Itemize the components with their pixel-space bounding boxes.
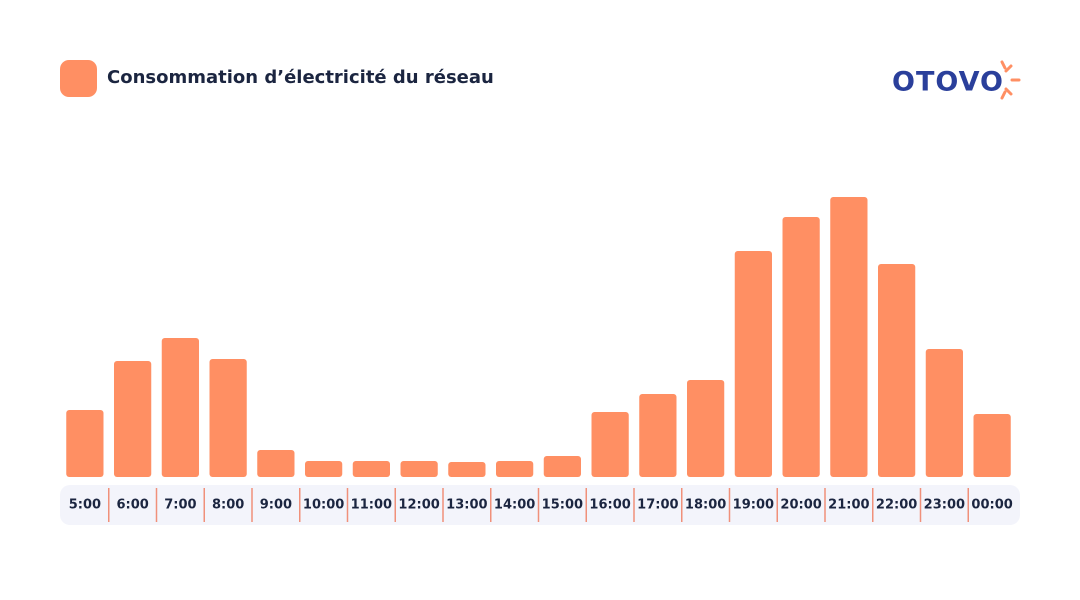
bar	[925, 349, 963, 477]
logo: OTOVO	[892, 60, 1021, 100]
x-tick-label: 12:00	[398, 498, 439, 513]
logo-rays	[1000, 60, 1021, 100]
x-tick-label: 16:00	[589, 498, 630, 513]
x-tick-label: 23:00	[924, 498, 965, 513]
x-tick-label: 6:00	[116, 498, 148, 513]
bar	[305, 461, 343, 477]
bar	[400, 461, 438, 477]
x-tick-label: 18:00	[685, 498, 726, 513]
bar	[973, 414, 1011, 477]
legend-swatch	[60, 60, 97, 97]
x-tick-label: 13:00	[446, 498, 487, 513]
bar	[257, 450, 295, 477]
bar	[687, 380, 725, 477]
bar	[66, 410, 104, 477]
bar	[878, 264, 916, 477]
x-tick-label: 10:00	[303, 498, 344, 513]
bar	[161, 338, 199, 477]
logo-text: OTOVO	[892, 67, 1004, 98]
x-tick-label: 22:00	[876, 498, 917, 513]
bar	[209, 359, 247, 477]
x-tick-label: 19:00	[733, 498, 774, 513]
x-tick-label: 5:00	[69, 498, 101, 513]
bar	[352, 461, 390, 477]
bar	[543, 456, 581, 477]
bar	[782, 217, 820, 477]
bar	[734, 251, 772, 477]
x-tick-label: 9:00	[260, 498, 292, 513]
bar	[448, 462, 486, 477]
bar	[639, 394, 677, 477]
bar	[830, 197, 868, 477]
x-tick-label: 11:00	[351, 498, 392, 513]
bar	[591, 412, 629, 477]
x-tick-label: 20:00	[780, 498, 821, 513]
x-tick-label: 00:00	[971, 498, 1012, 513]
x-tick-label: 7:00	[164, 498, 196, 513]
bar	[496, 461, 534, 477]
x-tick-label: 15:00	[542, 498, 583, 513]
x-tick-label: 14:00	[494, 498, 535, 513]
x-tick-label: 21:00	[828, 498, 869, 513]
legend-label: Consommation d’électricité du réseau	[107, 67, 494, 88]
bar	[114, 361, 152, 477]
x-tick-label: 17:00	[637, 498, 678, 513]
x-tick-label: 8:00	[212, 498, 244, 513]
